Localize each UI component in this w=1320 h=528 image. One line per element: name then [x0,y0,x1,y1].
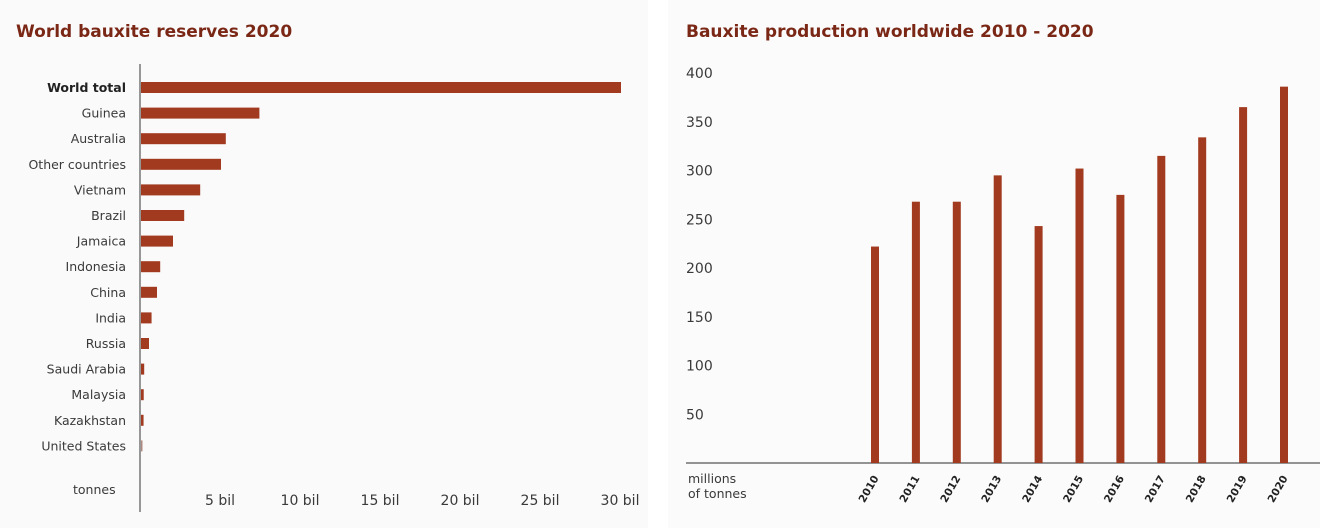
reserves-category-label: Brazil [91,208,126,223]
reserves-category-label: Kazakhstan [54,413,126,428]
reserves-bar [141,158,221,170]
production-x-tick-label: 2010 [857,474,882,505]
production-bar [871,246,879,463]
reserves-bar [141,338,149,349]
reserves-x-tick-label: 30 bil [601,493,640,509]
reserves-bar [141,286,157,298]
production-bar [1116,194,1125,463]
reserves-category-label: Malaysia [71,387,126,402]
production-unit-label-line2: of tonnes [688,486,747,501]
production-y-tick-label: 250 [686,212,713,228]
reserves-category-label: World total [47,80,126,95]
reserves-chart: World bauxite reserves 2020 World total G… [16,22,640,512]
reserves-unit-label: tonnes [73,482,116,497]
reserves-bar [141,440,143,452]
reserves-bar [141,82,621,93]
production-unit-label-line1: millions [688,471,736,486]
production-bar [1075,168,1084,464]
reserves-x-tick-label: 10 bil [281,493,320,509]
reserves-chart-title: World bauxite reserves 2020 [16,22,292,42]
production-chart-title: Bauxite production worldwide 2010 - 2020 [686,22,1094,42]
production-x-tick-label: 2014 [1020,474,1045,505]
production-bar [952,201,961,463]
reserves-bar [141,414,144,426]
production-y-tick-label: 200 [686,261,713,277]
production-x-tick-label: 2019 [1225,474,1250,505]
production-x-tick-label: 2020 [1266,474,1291,505]
reserves-category-label: Indonesia [66,259,126,274]
production-bar [1239,107,1248,463]
reserves-x-tick-label: 15 bil [361,493,400,509]
production-x-tick-label: 2018 [1184,474,1209,505]
reserves-category-label: India [95,310,126,325]
production-bar [911,201,920,463]
reserves-category-label: China [90,285,126,300]
reserves-x-tick-label: 5 bil [205,493,235,509]
reserves-category-label: Vietnam [74,182,126,197]
reserves-category-label: Other countries [28,157,126,172]
reserves-category-label: Russia [86,336,126,351]
production-bar [1157,155,1166,463]
reserves-x-tick-label: 25 bil [521,493,560,509]
production-x-tick-label: 2015 [1061,474,1086,505]
production-chart-panel: Bauxite production worldwide 2010 - 2020… [668,0,1320,528]
reserves-category-label: Australia [71,131,126,146]
production-y-tick-label: 300 [686,164,713,180]
production-chart: Bauxite production worldwide 2010 - 2020… [686,22,1320,505]
reserves-bar [141,235,173,247]
reserves-bar [141,312,152,324]
reserves-x-tick-label: 20 bil [441,493,480,509]
production-x-tick-label: 2012 [938,474,963,505]
production-y-tick-label: 150 [686,310,713,326]
production-bar [1034,226,1043,463]
production-y-tick-label: 100 [686,359,713,375]
production-x-tick-label: 2016 [1102,474,1127,505]
reserves-category-label: Guinea [82,106,126,121]
production-y-tick-label: 400 [686,66,713,82]
reserves-bar [141,133,226,145]
reserves-category-label: Saudi Arabia [47,362,126,377]
reserves-bar [141,261,161,273]
production-y-tick-label: 50 [686,407,704,423]
production-x-tick-label: 2017 [1143,474,1168,505]
reserves-category-label: United States [41,438,126,453]
reserves-category-label: Jamaica [76,234,126,249]
reserves-chart-panel: World bauxite reserves 2020 World total G… [0,0,648,528]
reserves-bar [141,184,201,196]
reserves-bar [141,389,144,401]
production-x-tick-label: 2013 [979,474,1004,505]
production-bar [993,175,1002,463]
production-y-tick-label: 350 [686,115,713,131]
production-bar [1198,137,1207,463]
reserves-bar [141,363,145,375]
reserves-bar [141,107,260,119]
production-x-tick-label: 2011 [897,474,922,505]
reserves-bar [141,210,185,221]
production-bar [1280,86,1288,464]
